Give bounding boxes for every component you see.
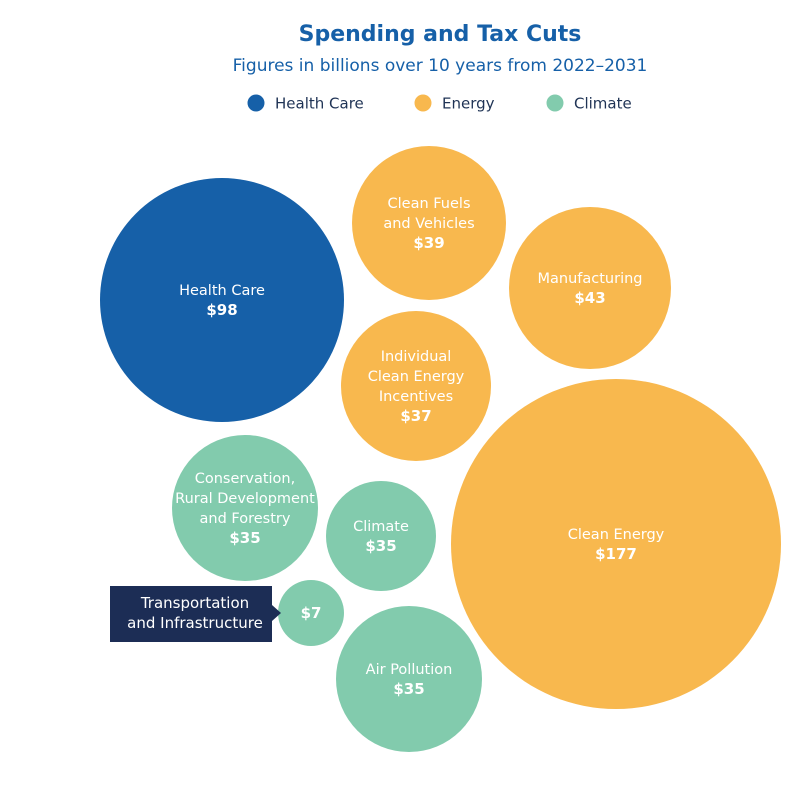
bubble-value-transportation: $7 [301,604,322,622]
bubble-value-health-care: $98 [206,301,237,319]
bubble-climate [326,481,436,591]
callout-label-transportation: Transportation [140,594,249,612]
bubble-air-pollution [336,606,482,752]
bubble-value-clean-fuels: $39 [413,234,444,252]
bubble-value-climate: $35 [365,537,396,555]
bubbles-group: Health Care $98 Clean Fuels and Vehicles $39… [100,146,781,752]
legend-label: Climate [574,95,632,113]
bubble-label-conservation: Conservation, [195,471,295,487]
callout-label-transportation: and Infrastructure [127,614,263,632]
legend-swatch [414,94,432,112]
bubble-label-climate: Climate [353,519,409,535]
legend-swatch [546,94,564,112]
callout-box-transportation [110,586,272,642]
bubble-manufacturing [509,207,671,369]
bubble-label-conservation: and Forestry [200,511,291,527]
legend: Health Care Energy Climate [247,94,632,113]
bubble-label-clean-fuels: Clean Fuels [388,196,471,212]
bubble-value-individual-clean-energy: $37 [400,407,431,425]
bubble-value-air-pollution: $35 [393,680,424,698]
bubble-label-conservation: Rural Development [175,491,315,507]
legend-swatch [247,94,265,112]
bubble-label-clean-energy: Clean Energy [568,527,665,543]
bubble-label-manufacturing: Manufacturing [538,271,643,287]
bubble-label-individual-clean-energy: Individual [381,349,452,365]
bubble-label-air-pollution: Air Pollution [366,662,453,678]
bubble-clean-fuels [352,146,506,300]
bubble-label-health-care: Health Care [179,283,265,299]
legend-label: Health Care [275,95,364,113]
bubble-clean-energy [451,379,781,709]
bubble-health-care [100,178,344,422]
callout-pointer [272,605,281,621]
bubble-transportation [278,580,344,646]
chart-subtitle: Figures in billions over 10 years from 2… [233,56,648,76]
bubble-value-clean-energy: $177 [595,545,637,563]
bubble-label-clean-fuels: and Vehicles [383,216,474,232]
bubble-individual-clean-energy [341,311,491,461]
bubble-label-individual-clean-energy: Clean Energy [368,369,465,385]
bubble-label-individual-clean-energy: Incentives [379,389,453,405]
bubble-value-conservation: $35 [229,529,260,547]
chart-title: Spending and Tax Cuts [299,22,582,47]
bubble-value-manufacturing: $43 [574,289,605,307]
legend-label: Energy [442,95,495,113]
bubble-conservation [172,435,318,581]
